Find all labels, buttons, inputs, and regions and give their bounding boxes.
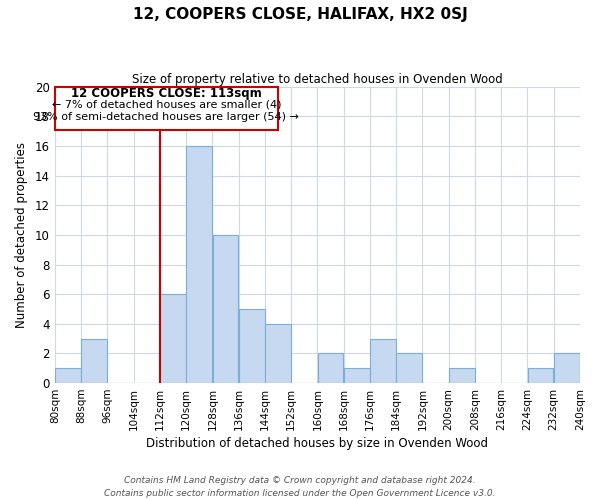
Bar (265, 324, 291, 383)
Bar (580, 354, 600, 383)
Bar (55, 368, 81, 383)
Bar (82, 338, 107, 383)
Bar (528, 368, 553, 383)
Title: Size of property relative to detached houses in Ovenden Wood: Size of property relative to detached ho… (132, 72, 503, 86)
Bar (554, 354, 580, 383)
FancyBboxPatch shape (55, 86, 278, 130)
Y-axis label: Number of detached properties: Number of detached properties (15, 142, 28, 328)
Bar (344, 368, 370, 383)
Bar (449, 368, 475, 383)
Bar (370, 338, 396, 383)
Bar (212, 235, 238, 383)
Bar (239, 309, 265, 383)
Bar (317, 354, 343, 383)
Text: 93% of semi-detached houses are larger (54) →: 93% of semi-detached houses are larger (… (34, 112, 299, 122)
Bar (160, 294, 186, 383)
Text: 12 COOPERS CLOSE: 113sqm: 12 COOPERS CLOSE: 113sqm (71, 87, 262, 100)
Text: 12, COOPERS CLOSE, HALIFAX, HX2 0SJ: 12, COOPERS CLOSE, HALIFAX, HX2 0SJ (133, 8, 467, 22)
Bar (187, 146, 212, 383)
Bar (397, 354, 422, 383)
Text: Contains HM Land Registry data © Crown copyright and database right 2024.
Contai: Contains HM Land Registry data © Crown c… (104, 476, 496, 498)
Text: ← 7% of detached houses are smaller (4): ← 7% of detached houses are smaller (4) (52, 100, 281, 110)
X-axis label: Distribution of detached houses by size in Ovenden Wood: Distribution of detached houses by size … (146, 437, 488, 450)
